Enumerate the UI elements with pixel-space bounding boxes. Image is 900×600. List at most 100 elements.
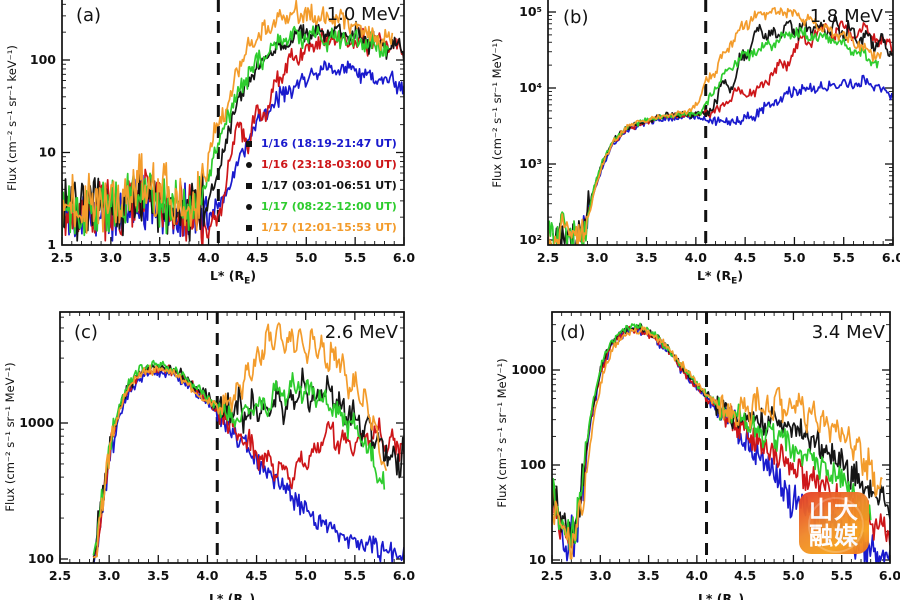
series-curve-5 xyxy=(552,325,883,560)
panel-c: 2.5 3.0 3.5 4.0 4.5 5.0 5.5 6.0 100 1000 xyxy=(19,311,415,583)
legend-label: 1/16 (18:19-21:47 UT) xyxy=(261,137,397,150)
panel-a: 2.5 3.0 3.5 4.0 4.5 5.0 5.5 6.0 1 10 100 xyxy=(30,0,415,265)
legend: 1/16 (18:19-21:47 UT) 1/16 (23:18-03:00 U… xyxy=(246,133,397,238)
panel-letter-a: (a) xyxy=(76,5,102,26)
panel-letter-c: (c) xyxy=(74,322,98,343)
x-axis-label-d: L* (RE) xyxy=(641,591,801,600)
panel-title-c: 2.6 MeV xyxy=(324,322,398,343)
y-tick-label: 10³ xyxy=(519,156,542,171)
y-tick-label: 10⁵ xyxy=(519,4,542,19)
x-tick-label: 3.5 xyxy=(637,568,659,583)
x-tick-label: 5.5 xyxy=(833,250,855,265)
x-axis-label-text: L* (R xyxy=(209,268,245,283)
x-tick-label: 4.5 xyxy=(734,250,756,265)
x-tick-label: 5.5 xyxy=(831,568,853,583)
series-curve-1 xyxy=(581,74,893,235)
x-tick-label: 6.0 xyxy=(882,250,900,265)
y-tick-label: 1000 xyxy=(19,415,54,430)
x-axis-label-close: ) xyxy=(250,268,257,283)
x-tick-label: 6.0 xyxy=(393,568,415,583)
y-tick-label: 100 xyxy=(520,457,546,472)
y-tick-label: 1 xyxy=(47,237,56,252)
panel-title-a: 1.0 MeV xyxy=(326,4,400,25)
x-tick-label: 4.5 xyxy=(246,250,268,265)
x-axis-label-sub: E xyxy=(244,276,251,287)
panel-title-d: 3.4 MeV xyxy=(811,322,885,343)
x-tick-label: 6.0 xyxy=(879,568,900,583)
y-tick-label: 100 xyxy=(28,551,54,566)
x-tick-label: 2.5 xyxy=(51,250,73,265)
y-axis-label-a: Flux (cm⁻² s⁻¹ sr⁻¹ keV⁻¹) xyxy=(5,45,19,191)
panel-d: 2.5 3.0 3.5 4.0 4.5 5.0 5.5 6.0 10 100 1000 xyxy=(511,311,900,583)
series-curve-2 xyxy=(581,20,893,241)
legend-item: 1/17 (08:22-12:00 UT) xyxy=(246,196,397,217)
y-tick-label: 10⁴ xyxy=(519,80,542,95)
panel-b: 2.5 3.0 3.5 4.0 4.5 5.0 5.5 6.0 10² 10³ 10⁴ 10⁵ xyxy=(519,0,900,265)
series-curve-5 xyxy=(62,0,394,234)
circle-marker-icon xyxy=(246,203,252,210)
x-axis-label-a: L* (RE) xyxy=(153,268,313,287)
legend-item: 1/17 (03:01-06:51 UT) xyxy=(246,175,397,196)
x-tick-label: 5.0 xyxy=(295,568,317,583)
square-marker-icon xyxy=(246,140,252,147)
x-axis-label-close: ) xyxy=(737,268,744,283)
x-tick-label: 4.0 xyxy=(686,568,708,583)
watermark-text-line2: 融媒 xyxy=(809,522,859,550)
legend-item: 1/17 (12:01-15:53 UT) xyxy=(246,217,397,238)
x-tick-label: 4.5 xyxy=(734,568,756,583)
series-curve-3 xyxy=(92,364,404,563)
plot-box xyxy=(59,311,405,564)
legend-item: 1/16 (23:18-03:00 UT) xyxy=(246,154,397,175)
x-tick-label: 4.0 xyxy=(685,250,707,265)
x-axis-label-close: ) xyxy=(738,591,745,600)
y-tick-label: 100 xyxy=(30,52,56,67)
x-tick-label: 5.5 xyxy=(344,568,366,583)
x-tick-label: 3.0 xyxy=(586,250,608,265)
x-tick-label: 3.5 xyxy=(147,568,169,583)
y-tick-label: 10 xyxy=(529,552,547,567)
square-marker-icon xyxy=(246,182,252,189)
y-axis-label-d: Flux (cm⁻² s⁻¹ sr⁻¹ MeV⁻¹) xyxy=(495,358,509,508)
x-tick-label: 3.5 xyxy=(635,250,657,265)
x-tick-label: 2.5 xyxy=(537,250,559,265)
plot-box xyxy=(61,0,405,246)
x-tick-label: 2.5 xyxy=(541,568,563,583)
watermark-logo: 山大 融媒 xyxy=(799,492,869,554)
x-tick-label: 4.5 xyxy=(245,568,267,583)
y-axis-label-b: Flux (cm⁻² s⁻¹ sr⁻¹ MeV⁻¹) xyxy=(490,38,504,188)
panel-letter-d: (d) xyxy=(560,322,586,343)
series-curve-4 xyxy=(548,26,880,245)
x-tick-label: 5.5 xyxy=(344,250,366,265)
series-curve-4 xyxy=(92,359,386,556)
y-tick-label: 1000 xyxy=(511,362,546,377)
x-tick-label: 3.0 xyxy=(589,568,611,583)
x-axis-label-text: L* (R xyxy=(208,591,244,600)
x-tick-label: 3.0 xyxy=(98,568,120,583)
x-tick-label: 5.0 xyxy=(295,250,317,265)
x-tick-label: 4.0 xyxy=(196,568,218,583)
panel-letter-b: (b) xyxy=(563,7,589,28)
x-tick-label: 5.0 xyxy=(783,250,805,265)
plot-box xyxy=(547,0,894,246)
series-curve-5 xyxy=(92,322,388,559)
square-marker-icon xyxy=(246,224,252,231)
x-tick-label: 2.5 xyxy=(49,568,71,583)
y-tick-label: 10 xyxy=(39,145,57,160)
x-axis-label-b: L* (RE) xyxy=(640,268,800,287)
x-tick-label: 6.0 xyxy=(393,250,415,265)
plot-box xyxy=(551,311,891,564)
x-tick-label: 4.0 xyxy=(197,250,219,265)
legend-label: 1/17 (12:01-15:53 UT) xyxy=(261,221,397,234)
x-tick-label: 3.0 xyxy=(100,250,122,265)
legend-item: 1/16 (18:19-21:47 UT) xyxy=(246,133,397,154)
legend-label: 1/17 (03:01-06:51 UT) xyxy=(261,179,397,192)
y-axis-label-c: Flux (cm⁻² s⁻¹ sr⁻¹ MeV⁻¹) xyxy=(3,362,17,512)
x-axis-label-c: L* (RE) xyxy=(152,591,312,600)
x-tick-label: 3.5 xyxy=(149,250,171,265)
series-curve-1 xyxy=(93,369,404,563)
circle-marker-icon xyxy=(246,161,252,168)
y-tick-label: 10² xyxy=(519,232,542,247)
legend-label: 1/16 (23:18-03:00 UT) xyxy=(261,158,397,171)
x-axis-label-text: L* (R xyxy=(697,591,733,600)
